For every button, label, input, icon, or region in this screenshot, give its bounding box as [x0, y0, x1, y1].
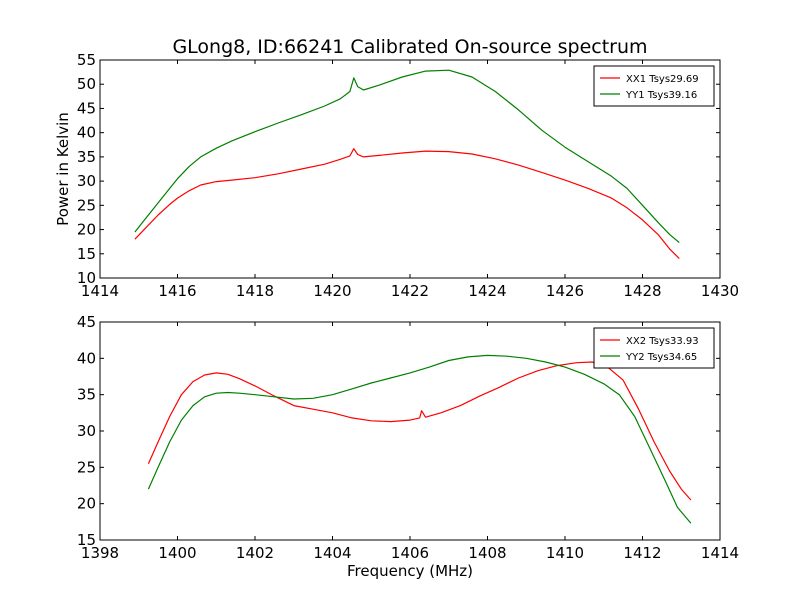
x-tick-label: 1406: [391, 544, 429, 562]
figure-title: GLong8, ID:66241 Calibrated On-source sp…: [172, 36, 647, 58]
x-tick-label: 1410: [546, 544, 584, 562]
x-tick-label: 1404: [313, 544, 351, 562]
y-tick-label: 35: [77, 148, 96, 166]
y-tick-label: 35: [77, 386, 96, 404]
y-tick-label: 50: [77, 75, 96, 93]
y-tick-label: 30: [77, 422, 96, 440]
x-tick-label: 1412: [623, 544, 661, 562]
legend-label: XX2 Tsys33.93: [626, 336, 699, 347]
y-tick-label: 20: [77, 221, 96, 239]
y-tick-label: 15: [77, 531, 96, 549]
x-tick-label: 1398: [81, 544, 119, 562]
series-line-2-2: [147, 354, 692, 524]
x-tick-label: 1400: [158, 544, 196, 562]
y-tick-label: 25: [77, 458, 96, 476]
y-tick-label: 20: [77, 495, 96, 513]
chart-panel-2: 1398 1400 1402 1404 1406 1408 1410 1412 1414 15 20…: [77, 313, 739, 580]
legend-1: XX1 Tsys29.69 YY1 Tsys39.16: [593, 65, 715, 107]
y-tick-label: 15: [77, 245, 96, 263]
legend-label: XX1 Tsys29.69: [626, 74, 699, 85]
y-tick-label: 10: [77, 269, 96, 287]
legend-label: YY1 Tsys39.16: [625, 90, 697, 101]
y-tick-label: 45: [77, 313, 96, 331]
y-axis-label: Power in Kelvin: [54, 112, 72, 226]
x-tick-label: 1420: [313, 282, 351, 300]
legend-2: XX2 Tsys33.93 YY2 Tsys34.65: [593, 327, 715, 369]
legend-box: [593, 65, 715, 107]
x-tick-label: 1414: [701, 544, 739, 562]
y-tick-label: 45: [77, 99, 96, 117]
x-tick-label: 1424: [468, 282, 506, 300]
x-tick-label: 1422: [391, 282, 429, 300]
x-tick-label: 1414: [81, 282, 119, 300]
y-tick-label: 40: [77, 124, 96, 142]
y-tick-label: 40: [77, 349, 96, 367]
legend-box: [593, 327, 715, 369]
x-tick-label: 1426: [546, 282, 584, 300]
x-tick-label: 1418: [236, 282, 274, 300]
x-axis-label: Frequency (MHz): [347, 562, 473, 580]
legend-label: YY2 Tsys34.65: [625, 352, 697, 363]
y-tick-label: 30: [77, 172, 96, 190]
series-line-1-1: [134, 148, 680, 260]
x-tick-label: 1430: [701, 282, 739, 300]
x-tick-label: 1402: [236, 544, 274, 562]
series-line-2-1: [147, 361, 692, 501]
y-tick-label: 25: [77, 196, 96, 214]
chart-panel-1: 1414 1416 1418 1420 1422 1424 1426 1428 1430 10 15…: [54, 51, 739, 300]
x-tick-label: 1428: [623, 282, 661, 300]
x-tick-label: 1416: [158, 282, 196, 300]
series-line-1-2: [134, 69, 680, 244]
x-tick-label: 1408: [468, 544, 506, 562]
y-tick-label: 55: [77, 51, 96, 69]
